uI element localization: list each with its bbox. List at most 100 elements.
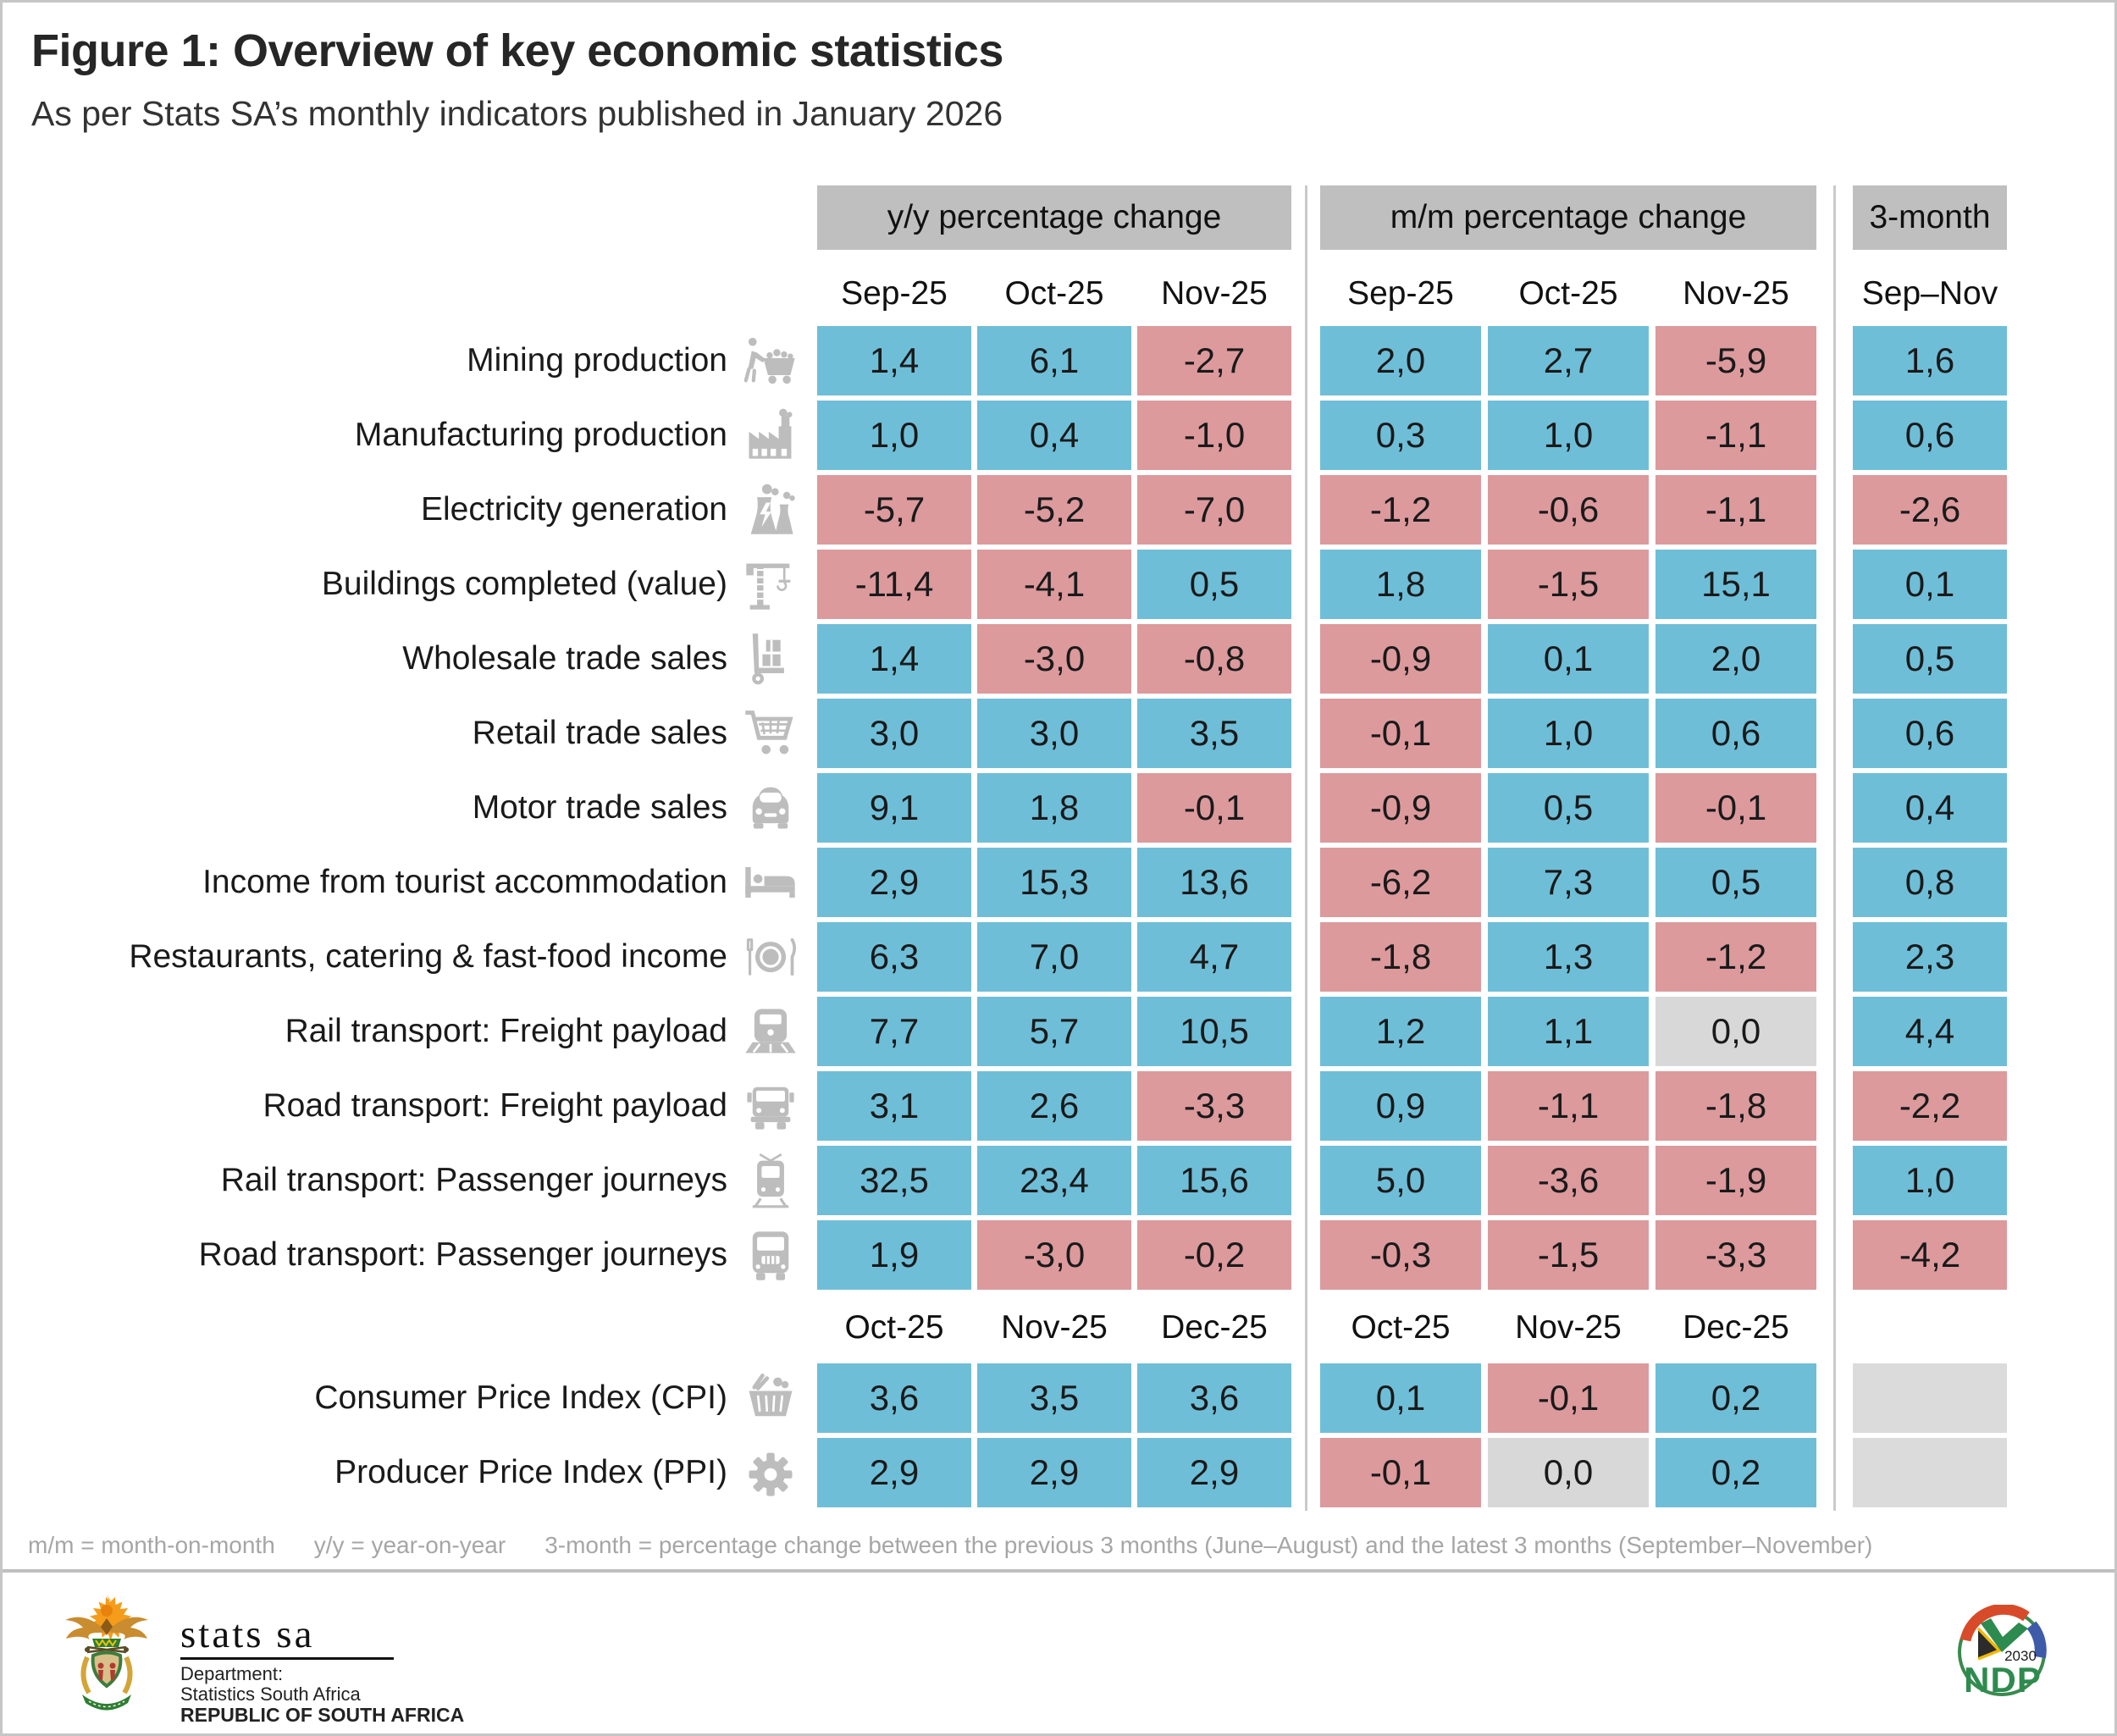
row-label: Consumer Price Index (CPI)	[314, 1379, 727, 1416]
month-header-mm-Nov-25: Nov-25	[1683, 275, 1789, 312]
value-cell: -4,1	[977, 550, 1131, 619]
value-cell: -3,6	[1488, 1146, 1649, 1215]
value-cell: 1,4	[817, 624, 971, 694]
value-cell: 9,1	[817, 773, 971, 843]
value-cell: -1,0	[1137, 401, 1291, 470]
value-cell: -0,1	[1320, 699, 1481, 768]
value-cell: 0,2	[1655, 1363, 1816, 1433]
row-label: Producer Price Index (PPI)	[334, 1454, 727, 1490]
value-cell: 0,3	[1320, 401, 1481, 470]
month-header-yy-Nov-25: Nov-25	[1161, 275, 1268, 312]
coat-of-arms-logo	[65, 1595, 148, 1711]
power-plant-icon	[738, 475, 803, 545]
value-cell: -11,4	[817, 550, 971, 619]
car-icon	[738, 773, 803, 843]
ndp-2030-logo: 2030 NDP	[1958, 1605, 2047, 1700]
value-cell: -7,0	[1137, 475, 1291, 545]
ndp-year-label: 2030	[2004, 1648, 2037, 1664]
value-cell-3month: 1,6	[1853, 326, 2007, 395]
month-header-bottom-yy-Nov-25: Nov-25	[1001, 1309, 1108, 1346]
value-cell: 3,5	[977, 1363, 1131, 1433]
group-divider-1	[1305, 185, 1307, 1511]
value-cell-3month-empty	[1853, 1438, 2007, 1507]
value-cell: -0,1	[1488, 1363, 1649, 1433]
row-label: Mining production	[467, 342, 727, 379]
value-cell: 1,1	[1488, 997, 1649, 1066]
value-cell-3month: 0,6	[1853, 401, 2007, 470]
restaurant-plate-icon	[738, 922, 803, 992]
month-header-3month-range: Sep–Nov	[1861, 275, 1998, 312]
group-header-yy: y/y percentage change	[817, 185, 1291, 250]
value-cell: 1,0	[1488, 401, 1649, 470]
value-cell: -5,2	[977, 475, 1131, 545]
value-cell-3month: 0,6	[1853, 699, 2007, 768]
legend-footnote: m/m = month-on-month y/y = year-on-year 3-…	[28, 1532, 2094, 1559]
value-cell: -1,2	[1655, 922, 1816, 992]
value-cell: 3,6	[817, 1363, 971, 1433]
value-cell: 0,5	[1655, 848, 1816, 917]
stats-sa-department-block: Department: Statistics South Africa REPU…	[180, 1664, 465, 1726]
value-cell: -1,8	[1320, 922, 1481, 992]
value-cell: 1,8	[977, 773, 1131, 843]
value-cell: -0,2	[1137, 1220, 1291, 1290]
crane-icon	[738, 550, 803, 619]
value-cell: 0,5	[1137, 550, 1291, 619]
shopping-cart-icon	[738, 699, 803, 768]
row-label: Rail transport: Passenger journeys	[220, 1162, 727, 1198]
value-cell: -1,5	[1488, 550, 1649, 619]
month-header-yy-Sep-25: Sep-25	[841, 275, 948, 312]
value-cell: 5,7	[977, 997, 1131, 1066]
row-label: Motor trade sales	[472, 789, 727, 826]
value-cell-3month: 0,4	[1853, 773, 2007, 843]
month-header-bottom-yy-Dec-25: Dec-25	[1161, 1309, 1268, 1346]
value-cell: -3,0	[977, 624, 1131, 694]
country-name: REPUBLIC OF SOUTH AFRICA	[180, 1704, 465, 1726]
row-label: Manufacturing production	[354, 417, 727, 453]
value-cell: 2,0	[1655, 624, 1816, 694]
value-cell: 0,2	[1655, 1438, 1816, 1507]
value-cell: 15,6	[1137, 1146, 1291, 1215]
value-cell: -3,3	[1655, 1220, 1816, 1290]
value-cell: 7,0	[977, 922, 1131, 992]
month-header-bottom-mm-Nov-25: Nov-25	[1515, 1309, 1622, 1346]
value-cell: 0,1	[1488, 624, 1649, 694]
bus-icon	[738, 1220, 803, 1290]
value-cell: -0,9	[1320, 624, 1481, 694]
value-cell: 6,1	[977, 326, 1131, 395]
value-cell: -1,8	[1655, 1071, 1816, 1141]
value-cell: 1,9	[817, 1220, 971, 1290]
month-header-mm-Sep-25: Sep-25	[1347, 275, 1454, 312]
value-cell: 0,9	[1320, 1071, 1481, 1141]
value-cell: 2,9	[1137, 1438, 1291, 1507]
value-cell: 15,3	[977, 848, 1131, 917]
miner-cart-icon	[738, 326, 803, 395]
row-label: Road transport: Passenger journeys	[198, 1236, 727, 1273]
value-cell: 0,0	[1655, 997, 1816, 1066]
tram-icon	[738, 1146, 803, 1215]
value-cell: 0,0	[1488, 1438, 1649, 1507]
value-cell: 3,6	[1137, 1363, 1291, 1433]
value-cell-3month: -4,2	[1853, 1220, 2007, 1290]
bed-icon	[738, 848, 803, 917]
value-cell: -0,1	[1320, 1438, 1481, 1507]
value-cell: -5,9	[1655, 326, 1816, 395]
value-cell: 23,4	[977, 1146, 1131, 1215]
value-cell: 2,6	[977, 1071, 1131, 1141]
value-cell: -0,8	[1137, 624, 1291, 694]
row-label: Restaurants, catering & fast-food income	[129, 938, 727, 975]
value-cell-3month: -2,6	[1853, 475, 2007, 545]
value-cell: 1,3	[1488, 922, 1649, 992]
value-cell: 13,6	[1137, 848, 1291, 917]
footer-divider	[3, 1569, 2114, 1573]
row-label: Buildings completed (value)	[321, 566, 727, 602]
month-header-bottom-mm-Dec-25: Dec-25	[1683, 1309, 1789, 1346]
value-cell: -1,1	[1488, 1071, 1649, 1141]
group-header-3month: 3-month	[1853, 185, 2007, 250]
value-cell: -1,9	[1655, 1146, 1816, 1215]
value-cell: 2,9	[977, 1438, 1131, 1507]
value-cell: 7,7	[817, 997, 971, 1066]
value-cell: 0,4	[977, 401, 1131, 470]
legend-yy: y/y = year-on-year	[313, 1532, 506, 1558]
value-cell: -1,5	[1488, 1220, 1649, 1290]
